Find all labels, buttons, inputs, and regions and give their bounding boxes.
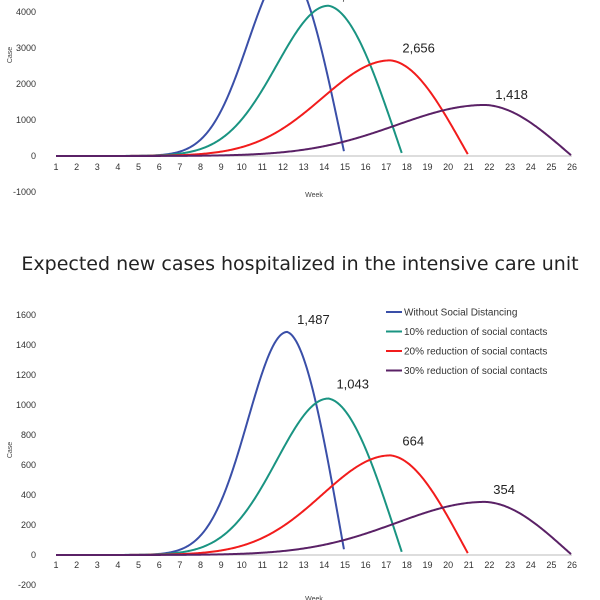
- x-tick-label: 24: [526, 162, 536, 172]
- x-tick-label: 2: [74, 560, 79, 570]
- y-axis-title: Case: [7, 47, 14, 63]
- x-axis-title: Week: [305, 192, 323, 199]
- x-tick-label: 6: [157, 560, 162, 570]
- x-tick-label: 18: [402, 560, 412, 570]
- peak-label: 1,487: [297, 312, 330, 327]
- legend-entry: 20% reduction of social contacts: [404, 347, 547, 358]
- x-tick-label: 10: [237, 560, 247, 570]
- x-tick-label: 9: [219, 162, 224, 172]
- y-axis-title: Case: [7, 442, 14, 458]
- x-tick-label: 23: [505, 162, 515, 172]
- x-tick-label: 24: [526, 560, 536, 570]
- x-tick-label: 16: [361, 560, 371, 570]
- series-line-1: [56, 330, 345, 556]
- x-tick-label: 7: [177, 162, 182, 172]
- x-tick-label: 25: [546, 162, 556, 172]
- x-tick-label: 20: [443, 560, 453, 570]
- x-tick-label: 13: [299, 560, 309, 570]
- x-tick-label: 22: [484, 560, 494, 570]
- x-tick-label: 6: [157, 162, 162, 172]
- x-tick-label: 4: [115, 560, 120, 570]
- x-tick-label: 26: [567, 162, 577, 172]
- y-tick-label: 400: [21, 490, 36, 500]
- peak-label: 2,656: [402, 40, 435, 55]
- section-title: Expected new cases hospitalized in the i…: [21, 253, 579, 275]
- x-tick-label: 20: [443, 162, 453, 172]
- peak-label: 664: [402, 433, 424, 448]
- y-tick-label: 1000: [16, 400, 36, 410]
- peak-label: 4,174: [334, 0, 367, 3]
- y-tick-label: 0: [31, 550, 36, 560]
- x-tick-label: 8: [198, 560, 203, 570]
- x-tick-label: 23: [505, 560, 515, 570]
- x-tick-label: 5: [136, 162, 141, 172]
- y-tick-label: 0: [31, 151, 36, 161]
- x-tick-label: 19: [423, 560, 433, 570]
- y-tick-label: 600: [21, 460, 36, 470]
- x-tick-label: 14: [319, 560, 329, 570]
- x-tick-label: 3: [95, 162, 100, 172]
- series-line-3: [56, 59, 469, 157]
- x-tick-label: 12: [278, 162, 288, 172]
- x-tick-label: 11: [258, 162, 267, 172]
- x-tick-label: 15: [340, 560, 350, 570]
- x-tick-label: 18: [402, 162, 412, 172]
- x-tick-label: 5: [136, 560, 141, 570]
- x-tick-label: 13: [299, 162, 309, 172]
- y-tick-label: 3000: [16, 43, 36, 53]
- x-tick-label: 1: [53, 560, 58, 570]
- x-tick-label: 4: [115, 162, 120, 172]
- y-tick-label: 1200: [16, 370, 36, 380]
- series-line-2: [56, 4, 403, 157]
- series-line-1: [56, 0, 345, 157]
- x-tick-label: 15: [340, 162, 350, 172]
- x-tick-label: 8: [198, 162, 203, 172]
- x-tick-label: 1: [53, 162, 58, 172]
- x-tick-label: 22: [484, 162, 494, 172]
- x-tick-label: 3: [95, 560, 100, 570]
- x-tick-label: 17: [381, 560, 391, 570]
- x-tick-label: 21: [464, 560, 474, 570]
- x-tick-label: 17: [381, 162, 391, 172]
- series-line-4: [56, 500, 572, 556]
- x-tick-label: 11: [258, 560, 267, 570]
- x-tick-label: 2: [74, 162, 79, 172]
- x-tick-label: 10: [237, 162, 247, 172]
- peak-label: 1,418: [495, 87, 528, 102]
- y-tick-label: 1600: [16, 310, 36, 320]
- y-tick-label: -200: [18, 580, 36, 590]
- x-axis-title: Week: [305, 596, 323, 600]
- x-tick-label: 26: [567, 560, 577, 570]
- peak-label: 1,043: [336, 377, 369, 392]
- y-tick-label: 1000: [16, 115, 36, 125]
- x-tick-label: 25: [546, 560, 556, 570]
- y-tick-label: -1000: [13, 187, 36, 197]
- x-tick-label: 14: [319, 162, 329, 172]
- x-tick-label: 9: [219, 560, 224, 570]
- y-tick-label: 200: [21, 520, 36, 530]
- x-tick-label: 16: [361, 162, 371, 172]
- legend-entry: 10% reduction of social contacts: [404, 327, 547, 338]
- y-tick-label: 800: [21, 430, 36, 440]
- series-line-3: [56, 454, 469, 556]
- x-tick-label: 12: [278, 560, 288, 570]
- x-tick-label: 7: [177, 560, 182, 570]
- series-line-2: [56, 397, 403, 556]
- x-tick-label: 19: [423, 162, 433, 172]
- peak-label: 354: [493, 482, 515, 497]
- y-tick-label: 2000: [16, 79, 36, 89]
- legend-entry: Without Social Distancing: [404, 308, 517, 319]
- y-tick-label: 1400: [16, 340, 36, 350]
- y-tick-label: 4000: [16, 7, 36, 17]
- x-tick-label: 21: [464, 162, 474, 172]
- legend-entry: 30% reduction of social contacts: [404, 366, 547, 377]
- series-line-4: [56, 103, 572, 157]
